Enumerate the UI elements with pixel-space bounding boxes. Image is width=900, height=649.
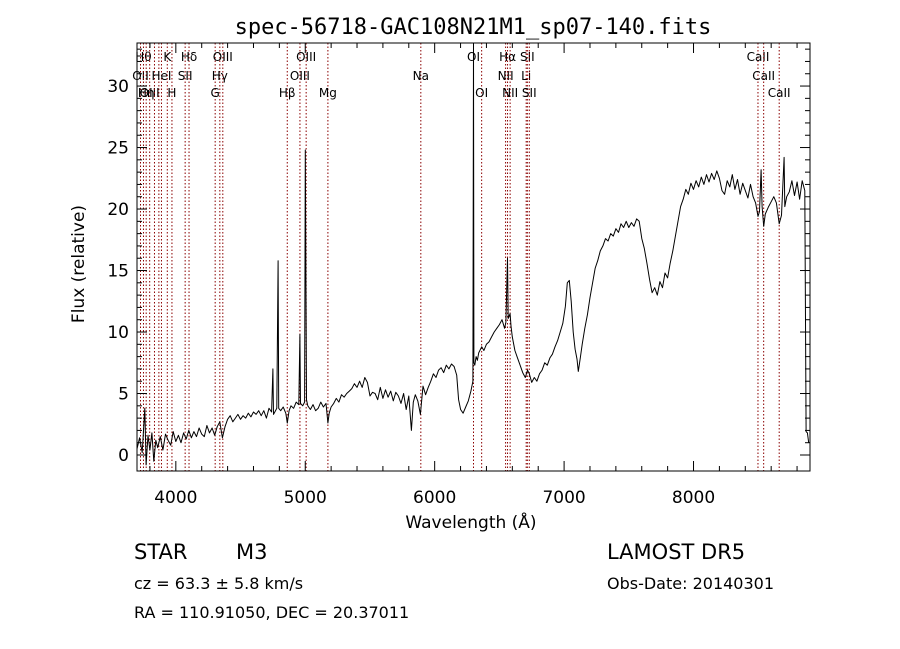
object-subclass: M3 [236,540,268,564]
chart-title: spec-56718-GAC108N21M1_sp07-140.fits [235,15,712,40]
y-tick-label-6: 30 [107,77,129,97]
marker-label-20: OI [475,86,488,100]
y-tick-label-5: 25 [107,139,129,159]
y-tick-label-1: 5 [118,385,129,405]
y-tick-label-4: 20 [107,200,129,220]
marker-label-12: Hγ [212,69,228,83]
marker-label-7: K [163,50,172,64]
marker-label-25: SII [520,50,535,64]
marker-label-16: OIII [296,50,316,64]
marker-label-6: HeI [151,69,171,83]
y-axis: 0 5 10 15 20 25 30 [107,48,810,466]
marker-label-1: Hθ [135,50,151,64]
x-tick-label-0: 4000 [154,488,197,508]
y-tick-label-2: 10 [107,323,129,343]
spectrum-series [136,42,810,466]
marker-label-10: Hδ [181,50,197,64]
marker-label-0: OII [132,69,149,83]
marker-label-27: CaII [747,50,770,64]
y-axis-label: Flux (relative) [69,205,89,323]
x-tick-label-1: 5000 [284,488,327,508]
survey-name: LAMOST DR5 [607,540,746,564]
marker-label-17: Mg [319,86,337,100]
x-axis: 4000 5000 6000 7000 8000 [149,43,798,508]
marker-label-18: Na [413,69,429,83]
marker-label-26: SII [522,86,537,100]
x-axis-label: Wavelength (Å) [405,511,536,533]
marker-label-9: SII [178,69,193,83]
marker-label-24: Li [521,69,531,83]
marker-label-13: OIII [213,50,233,64]
y-tick-label-0: 0 [118,446,129,466]
marker-label-8: H [167,86,176,100]
marker-label-22: Hα [499,50,516,64]
redshift-readout: cz = 63.3 ± 5.8 km/s [134,574,304,593]
spectrum-line-0 [136,42,810,466]
x-tick-label-3: 7000 [542,488,585,508]
marker-label-21: NII [498,69,514,83]
x-tick-label-2: 6000 [413,488,456,508]
obs-date: Obs-Date: 20140301 [607,574,775,593]
marker-label-3: OIII [140,86,160,100]
y-tick-label-3: 15 [107,262,129,282]
marker-label-2: Hη [138,86,155,100]
coordinates: RA = 110.91050, DEC = 20.37011 [134,603,410,622]
marker-label-28: CaII [752,69,775,83]
marker-label-23: NII [502,86,518,100]
emission-line-markers: OIIHθHηOIIIHeIKHSIIHδGHγOIIIHβOIIIOIIIMg… [132,43,791,471]
marker-label-15: OIII [290,69,310,83]
object-class: STAR [134,540,188,564]
x-tick-label-4: 8000 [672,488,715,508]
plot-frame [136,42,811,472]
marker-label-29: CaII [768,86,791,100]
marker-label-11: G [211,86,220,100]
marker-label-14: Hβ [279,86,296,100]
